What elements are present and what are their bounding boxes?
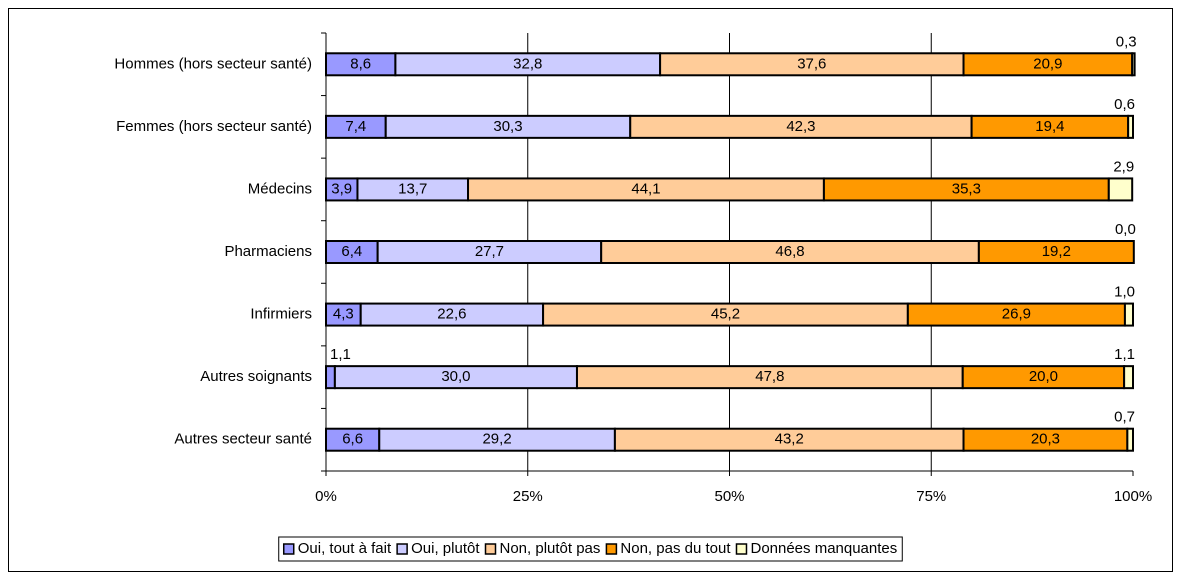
x-tick-label: 50%	[714, 488, 744, 505]
bar-segment	[1131, 52, 1136, 77]
data-label: 0,3	[1116, 33, 1137, 50]
legend-marker	[484, 543, 497, 555]
data-label: 19,2	[1042, 243, 1071, 260]
y-tick-label: Pharmaciens	[224, 243, 312, 260]
data-label: 22,6	[437, 306, 466, 323]
data-label: 27,7	[475, 243, 504, 260]
legend-label: Non, plutôt pas	[500, 540, 601, 557]
bar-segment	[1123, 365, 1135, 390]
legend-box	[278, 536, 903, 562]
data-label: 19,4	[1035, 118, 1064, 135]
x-tick-label: 100%	[1114, 488, 1152, 505]
legend-marker	[282, 543, 295, 555]
data-label: 30,3	[493, 118, 522, 135]
data-label: 1,1	[330, 346, 351, 363]
legend-marker	[605, 543, 618, 555]
x-tick-label: 25%	[513, 488, 543, 505]
legend-label: Oui, plutôt	[411, 540, 480, 557]
bar-segment	[1107, 177, 1134, 202]
bar-segment	[977, 240, 1135, 264]
data-label: 47,8	[755, 368, 784, 385]
data-label: 1,1	[1114, 346, 1135, 363]
x-tick-label: 0%	[315, 488, 337, 505]
data-label: 42,3	[786, 118, 815, 135]
legend-marker	[735, 543, 748, 555]
bar-segment	[1127, 114, 1134, 139]
legend-marker	[396, 543, 408, 555]
chart-border	[8, 8, 1173, 572]
y-tick-label: Hommes (hors secteur santé)	[114, 55, 312, 72]
data-label: 30,0	[441, 368, 470, 385]
x-tick-label: 75%	[916, 488, 946, 505]
data-label: 6,4	[341, 243, 362, 260]
data-label: 6,6	[342, 431, 363, 448]
data-label: 26,9	[1002, 306, 1031, 323]
y-tick-label: Autres soignants	[200, 368, 312, 385]
data-label: 7,4	[345, 118, 366, 135]
data-label: 20,9	[1033, 55, 1062, 72]
data-label: 44,1	[631, 180, 660, 197]
data-label: 1,0	[1114, 284, 1135, 301]
y-tick-label: Médecins	[248, 180, 312, 197]
legend-label: Données manquantes	[750, 540, 897, 557]
y-tick-label: Infirmiers	[250, 306, 312, 323]
legend-label: Oui, tout à fait	[298, 540, 392, 557]
y-tick-label: Autres secteur santé	[174, 431, 312, 448]
legend-label: Non, pas du tout	[620, 540, 731, 557]
data-label: 45,2	[711, 306, 740, 323]
data-label: 0,7	[1114, 409, 1135, 426]
y-tick-label: Femmes (hors secteur santé)	[116, 118, 312, 135]
data-label: 0,6	[1114, 96, 1135, 113]
data-label: 4,3	[333, 306, 354, 323]
data-label: 46,8	[775, 243, 804, 260]
data-label: 8,6	[350, 55, 371, 72]
data-label: 0,0	[1115, 221, 1136, 238]
data-label: 20,0	[1029, 368, 1058, 385]
data-label: 35,3	[952, 180, 981, 197]
data-label: 20,3	[1031, 431, 1060, 448]
bar-segment	[325, 365, 336, 390]
data-label: 32,8	[513, 55, 542, 72]
data-label: 43,2	[775, 431, 804, 448]
data-label: 29,2	[482, 431, 511, 448]
bar-segment	[1123, 302, 1135, 327]
data-label: 13,7	[398, 180, 427, 197]
data-label: 2,9	[1113, 158, 1134, 175]
data-label: 37,6	[797, 55, 826, 72]
data-label: 3,9	[331, 180, 352, 197]
bar-segment	[1126, 427, 1134, 452]
